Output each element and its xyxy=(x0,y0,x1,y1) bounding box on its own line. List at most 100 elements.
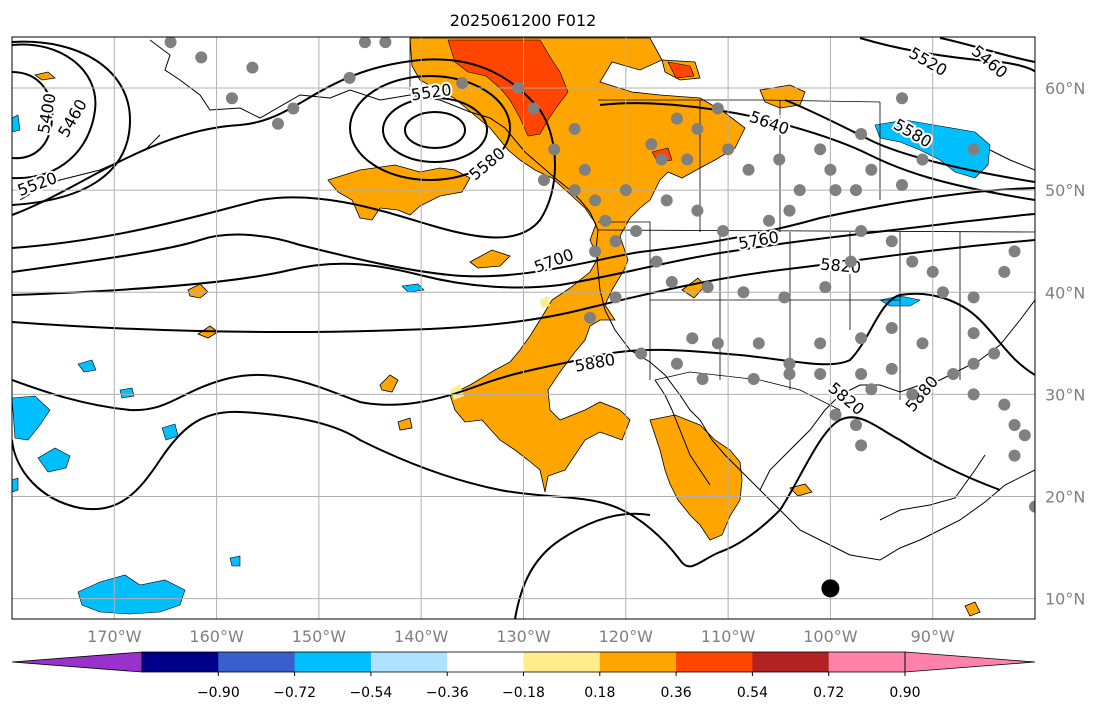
colorbar xyxy=(11,651,1036,673)
station-dot xyxy=(691,122,704,135)
station-dot xyxy=(855,439,868,452)
longitude-labels: 170°W 160°W 150°W 140°W 130°W 120°W 110°W 100°W… xyxy=(87,627,955,646)
station-dot xyxy=(599,214,612,227)
station-dot xyxy=(696,373,709,386)
station-dot xyxy=(271,117,284,130)
contour-5580-east xyxy=(784,99,1035,183)
colorbar-extend-low xyxy=(11,651,143,673)
contour-5520-west xyxy=(12,40,132,206)
colorbar-tick-label: −0.18 xyxy=(502,685,545,701)
colorbar-tick-labels: −0.90 −0.72 −0.54 −0.36 −0.18 0.18 0.36 0.54 0.7… xyxy=(197,672,921,701)
station-dot xyxy=(568,122,581,135)
colorbar-segment xyxy=(599,652,677,672)
colorbar-tick-label: −0.90 xyxy=(197,685,240,701)
station-dot xyxy=(548,143,561,156)
lat-tick-label: 20°N xyxy=(1045,487,1085,506)
station-dot xyxy=(967,327,980,340)
station-dot xyxy=(578,163,591,176)
station-dot xyxy=(711,337,724,350)
graticule xyxy=(12,37,1035,619)
station-dot xyxy=(619,184,632,197)
contour-low-core xyxy=(404,111,466,149)
station-dot xyxy=(701,281,714,294)
station-dot xyxy=(164,37,177,49)
colorbar-tick-label: −0.54 xyxy=(349,685,392,701)
station-dot xyxy=(998,398,1011,411)
colorbar-segment xyxy=(142,652,219,672)
station-dot xyxy=(998,265,1011,278)
colorbar-tick-label: 0.18 xyxy=(584,685,615,701)
station-dot xyxy=(1018,429,1031,442)
station-dot xyxy=(246,61,259,74)
lon-tick-label: 150°W xyxy=(292,627,347,646)
contour-low-ring-1 xyxy=(382,97,488,163)
station-dot xyxy=(885,322,898,334)
contour-5520-east xyxy=(859,37,1035,73)
contour-5580-west xyxy=(12,58,556,249)
station-dot xyxy=(896,92,909,105)
contour-5880-tropical xyxy=(514,512,651,619)
station-dot xyxy=(967,357,980,370)
station-dot xyxy=(583,311,596,324)
station-dot xyxy=(916,337,929,350)
station-dot xyxy=(665,276,678,289)
station-dot xyxy=(358,37,371,49)
station-dot xyxy=(742,163,755,176)
station-dot xyxy=(773,153,786,166)
station-dot xyxy=(988,347,1001,360)
station-dot xyxy=(635,347,648,360)
station-dot xyxy=(752,337,765,350)
station-dot xyxy=(829,408,842,421)
lon-tick-label: 160°W xyxy=(189,627,244,646)
station-dot xyxy=(722,143,735,156)
lon-tick-label: 120°W xyxy=(599,627,654,646)
station-dot xyxy=(885,235,898,248)
station-dot xyxy=(686,332,699,345)
station-dot xyxy=(865,383,878,396)
latitude-labels: 60°N 50°N 40°N 30°N 20°N 10°N xyxy=(1045,79,1085,609)
station-dot xyxy=(670,112,683,125)
station-dot xyxy=(716,225,729,237)
station-dot xyxy=(737,286,750,299)
station-dot xyxy=(1008,449,1021,462)
lon-tick-label: 100°W xyxy=(803,627,858,646)
colorbar-segment xyxy=(752,652,830,672)
station-dot xyxy=(855,225,868,237)
station-dot xyxy=(916,153,929,166)
lat-tick-label: 40°N xyxy=(1045,283,1085,302)
station-dot xyxy=(195,51,208,64)
station-dot xyxy=(537,173,550,186)
station-dot xyxy=(609,235,622,248)
station-dot xyxy=(609,291,622,304)
station-dot xyxy=(691,204,704,217)
station-dot xyxy=(343,71,356,84)
contour-5400-west xyxy=(12,71,54,160)
station-dot xyxy=(967,388,980,401)
lat-tick-label: 10°N xyxy=(1045,590,1085,609)
colorbar-segment xyxy=(523,652,601,672)
station-dot xyxy=(379,37,392,49)
station-dot xyxy=(589,194,602,207)
contour-5460-east xyxy=(939,37,1035,63)
colorbar-segment xyxy=(676,652,753,672)
station-dot xyxy=(793,184,806,197)
station-dot xyxy=(824,163,837,176)
colorbar-tick-label: 0.72 xyxy=(813,685,844,701)
contour-5880-south xyxy=(12,410,1001,568)
marker-dot xyxy=(821,579,840,598)
colorbar-segment xyxy=(218,652,296,672)
station-dot xyxy=(855,367,868,380)
lon-tick-label: 110°W xyxy=(701,627,756,646)
station-dot xyxy=(849,184,862,197)
station-dot xyxy=(1008,419,1021,431)
station-dot xyxy=(906,255,919,268)
station-dot xyxy=(926,265,939,278)
station-dot xyxy=(855,128,868,140)
station-dot xyxy=(660,194,673,207)
station-dot xyxy=(1008,245,1021,258)
station-dot xyxy=(527,102,540,115)
station-dot xyxy=(814,143,827,156)
contour-5460-west xyxy=(12,43,97,180)
contour-5700 xyxy=(12,187,1035,278)
